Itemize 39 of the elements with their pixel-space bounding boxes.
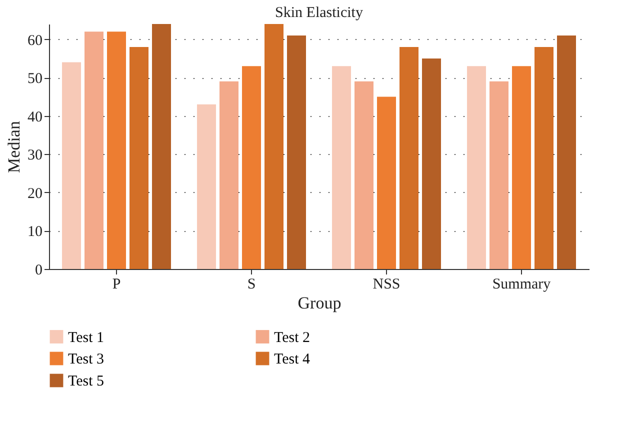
bar: [490, 81, 508, 269]
bar: [400, 46, 418, 269]
y-tick-label: 50: [28, 71, 42, 88]
bar: [84, 32, 104, 269]
bar: [152, 24, 171, 269]
legend-label: Test 3: [68, 352, 104, 368]
x-axis-title: Group: [298, 294, 342, 312]
y-tick-label: 60: [28, 32, 42, 49]
bar: [242, 66, 261, 269]
y-axis-title: Median: [4, 120, 24, 173]
y-tick-label: 10: [28, 224, 42, 240]
bar: [220, 81, 238, 269]
legend-label: Test 4: [274, 352, 311, 368]
bar: [422, 58, 441, 269]
bar: [107, 32, 126, 269]
bar: [512, 66, 531, 269]
y-tick-label: 30: [28, 148, 42, 164]
bar: [197, 104, 216, 269]
y-tick-label: 20: [28, 186, 42, 202]
x-tick-label: Summary: [492, 276, 552, 292]
bar: [332, 66, 351, 269]
bar: [264, 24, 284, 269]
bar: [130, 46, 148, 269]
chart-title: Skin Elasticity: [275, 5, 364, 21]
legend-label: Test 2: [274, 330, 310, 346]
x-tick-label: P: [112, 276, 121, 292]
bar: [467, 66, 486, 269]
x-tick-label: NSS: [372, 276, 400, 292]
bar: [62, 62, 81, 269]
y-tick-label: 0: [35, 262, 42, 278]
legend-label: Test 5: [68, 374, 104, 390]
legend-label: Test 1: [68, 330, 104, 346]
bar: [557, 35, 576, 269]
bar: [377, 96, 396, 269]
y-tick-label: 40: [28, 109, 42, 126]
bar: [534, 46, 554, 269]
bar: [287, 35, 306, 269]
x-tick-label: S: [247, 276, 256, 292]
bar: [354, 81, 374, 269]
